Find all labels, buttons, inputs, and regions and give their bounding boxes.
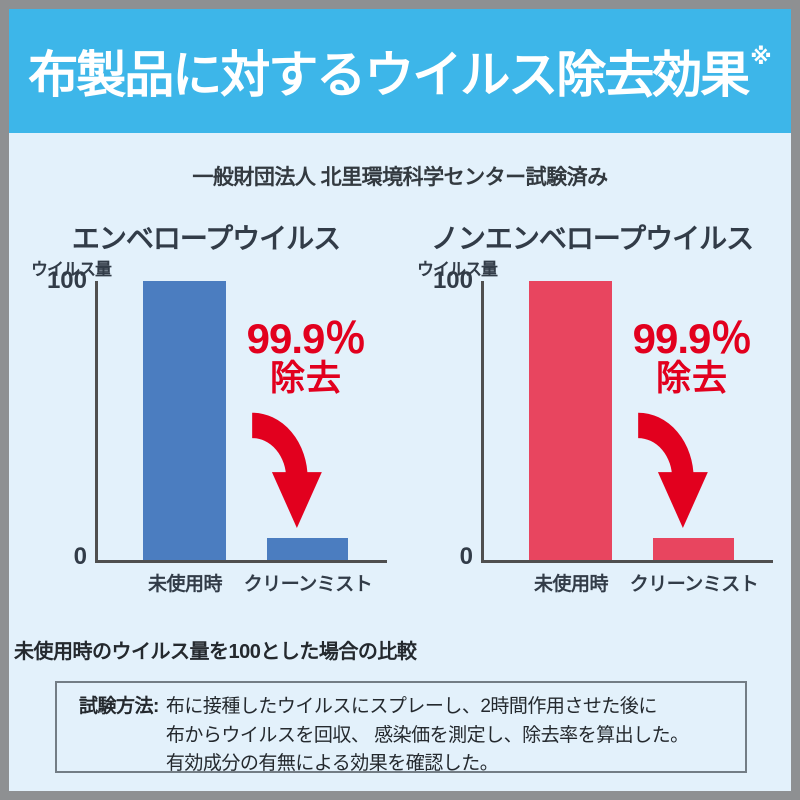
y-tick-0: 0	[73, 543, 87, 570]
bar-unused	[143, 281, 226, 560]
page-title: 布製品に対するウイルス除去効果※	[28, 35, 771, 107]
x-label-clean-mist: クリーンミスト	[243, 574, 373, 595]
header-band: 布製品に対するウイルス除去効果※	[9, 9, 791, 133]
y-axis-label: ウイルス量	[31, 260, 112, 279]
test-method-text: 布に接種したウイルスにスプレーし、2時間作用させた後に 布からウイルスを回収、 …	[165, 693, 689, 774]
y-tick-0: 0	[459, 543, 473, 570]
curved-down-arrow-icon	[251, 412, 322, 528]
asterisk-note-mark: ※	[750, 44, 772, 69]
removal-rate-text: 99.9％	[246, 315, 367, 362]
test-method-line: 布に接種したウイルスにスプレーし、2時間作用させた後に	[165, 696, 658, 717]
removal-action-text: 除去	[269, 359, 342, 399]
removal-rate-text: 99.9％	[632, 315, 753, 362]
chart-title: エンベロープウイルス	[71, 223, 341, 254]
removal-annotation: 99.9％ 除去	[606, 315, 778, 399]
x-label-unused: 未使用時	[147, 574, 223, 595]
test-method-label: 試験方法:	[79, 696, 159, 717]
baseline-comparison-footnote: 未使用時のウイルス量を100とした場合の比較	[14, 641, 417, 663]
chart-title: ノンエンベロープウイルス	[430, 223, 754, 254]
plot-area	[95, 281, 387, 563]
bar-unused	[529, 281, 612, 560]
curved-down-arrow-icon	[637, 412, 708, 528]
test-lab-subtitle: 一般財団法人 北里環境科学センター試験済み	[192, 166, 608, 189]
chart-enveloped-virus: エンベロープウイルス ウイルス量 100 0 未使用時 クリーンミスト 99.9…	[15, 215, 397, 613]
removal-action-text: 除去	[655, 359, 728, 399]
x-label-clean-mist: クリーンミスト	[629, 574, 759, 595]
bar-clean-mist	[653, 537, 734, 560]
plot-area	[481, 281, 773, 563]
y-axis-label: ウイルス量	[417, 260, 498, 279]
y-tick-100: 100	[432, 267, 473, 294]
chart-non-enveloped-virus: ノンエンベロープウイルス ウイルス量 100 0 未使用時 クリーンミスト 99…	[401, 215, 783, 613]
test-method-box: 試験方法: 布に接種したウイルスにスプレーし、2時間作用させた後に 布からウイル…	[55, 681, 747, 774]
test-method-line: 有効成分の有無による効果を確認した。	[165, 753, 499, 774]
bar-clean-mist	[267, 537, 348, 560]
y-tick-100: 100	[46, 267, 87, 294]
x-label-unused: 未使用時	[533, 574, 609, 595]
test-method-line: 布からウイルスを回収、 感染価を測定し、除去率を算出した。	[165, 724, 689, 746]
removal-annotation: 99.9％ 除去	[220, 315, 392, 399]
page-title-text: 布製品に対するウイルス除去効果	[28, 47, 750, 103]
